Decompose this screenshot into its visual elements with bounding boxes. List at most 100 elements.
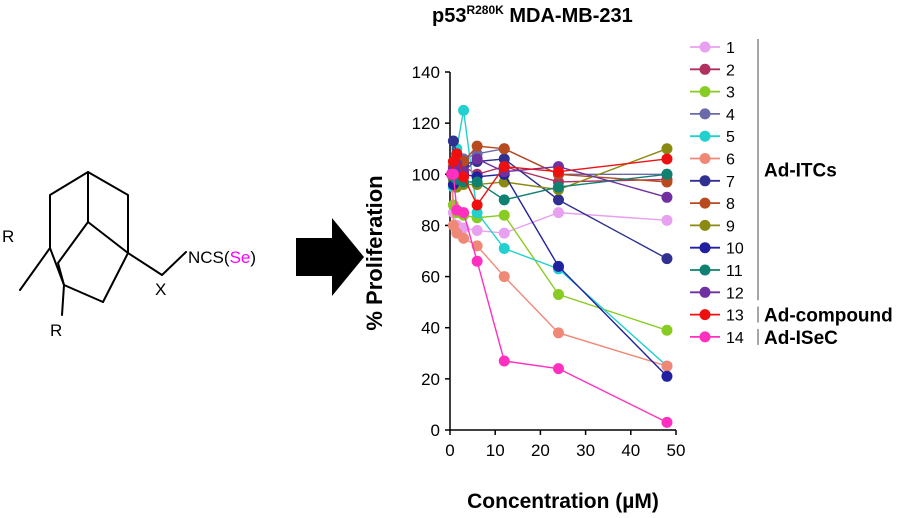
ncs-suffix: ) <box>250 248 256 267</box>
data-point-6 <box>661 360 673 372</box>
legend-label: 4 <box>726 107 735 124</box>
data-point-14 <box>552 363 564 375</box>
data-point-14 <box>458 207 470 219</box>
legend-label: 7 <box>726 174 735 191</box>
data-point-6 <box>458 232 470 244</box>
data-point-14 <box>471 255 483 267</box>
data-point-7 <box>498 153 510 165</box>
legend-entry-12: 12 <box>690 285 744 302</box>
data-point-9 <box>661 143 673 155</box>
data-point-13 <box>451 148 463 160</box>
data-point-11 <box>661 168 673 180</box>
data-point-7 <box>661 253 673 265</box>
legend-label: 2 <box>726 62 735 79</box>
functional-group: NCS(Se) <box>188 248 256 267</box>
data-point-11 <box>471 176 483 188</box>
legend-marker <box>699 108 711 120</box>
data-point-8 <box>661 176 673 188</box>
legend-label: 14 <box>726 330 744 347</box>
data-point-1 <box>661 214 673 226</box>
selenium-label: Se <box>230 248 251 267</box>
x-tick-label: 30 <box>576 441 595 460</box>
legend-label: 13 <box>726 308 744 325</box>
legend-label: 3 <box>726 85 735 102</box>
series-6 <box>446 168 673 372</box>
legend-marker <box>699 309 711 321</box>
legend-marker <box>699 242 711 254</box>
x-tick-label: 20 <box>531 441 550 460</box>
title-superscript: R280K <box>466 3 504 17</box>
data-point-10 <box>552 260 564 272</box>
data-point-14 <box>661 416 673 428</box>
x-tick-label: 0 <box>445 441 454 460</box>
group-label: Ad-ITCs <box>764 161 837 182</box>
data-point-6 <box>552 327 564 339</box>
legend-label: 12 <box>726 285 744 302</box>
legend-entry-8: 8 <box>690 196 735 213</box>
legend-marker <box>699 153 711 164</box>
series-line-14 <box>451 173 668 423</box>
data-point-3 <box>552 288 564 300</box>
series-layer <box>446 104 673 428</box>
legend-marker <box>699 130 711 142</box>
legend-entry-10: 10 <box>690 241 744 258</box>
legend-entry-1: 1 <box>690 40 735 57</box>
legend-label: 1 <box>726 40 735 57</box>
linker-x: X <box>155 280 166 299</box>
data-point-5 <box>458 104 470 116</box>
x-tick-label: 50 <box>667 441 686 460</box>
data-point-6 <box>498 271 510 283</box>
legend-marker <box>699 63 711 75</box>
data-point-13 <box>552 166 564 178</box>
legend-marker <box>699 286 711 298</box>
data-point-3 <box>661 324 673 336</box>
y-tick-label: 80 <box>421 216 440 235</box>
data-point-8 <box>471 140 483 152</box>
y-tick-label: 0 <box>431 421 440 440</box>
y-tick-label: 100 <box>412 165 440 184</box>
data-point-6 <box>471 240 483 252</box>
chart-axes: 0 20 40 60 80 100 120 140 0 10 20 30 40 50 <box>412 63 686 460</box>
legend-label: 8 <box>726 196 735 213</box>
legend-entry-7: 7 <box>690 174 735 191</box>
y-tick-label: 140 <box>412 63 440 82</box>
data-point-5 <box>498 242 510 254</box>
legend-marker <box>699 197 711 209</box>
data-point-12 <box>661 191 673 203</box>
legend-entry-9: 9 <box>690 218 735 235</box>
legend-label: 6 <box>726 152 735 169</box>
title-main: p53 <box>432 5 466 27</box>
chart-title: p53R280K MDA-MB-231 <box>432 3 633 27</box>
legend-entry-3: 3 <box>690 85 735 102</box>
data-point-13 <box>498 161 510 173</box>
legend-label: 9 <box>726 218 735 235</box>
substituent-r-lower: R <box>50 321 62 340</box>
group-label: Ad-ISeC <box>764 328 838 349</box>
data-point-13 <box>471 199 483 211</box>
legend-entry-5: 5 <box>690 129 735 146</box>
legend-marker <box>699 219 711 231</box>
data-point-7 <box>447 135 459 147</box>
legend-entry-13: 13 <box>690 308 744 325</box>
legend-marker <box>699 86 711 98</box>
y-axis-label: % Proliferation <box>362 175 387 330</box>
ncs-prefix: NCS( <box>188 248 230 267</box>
legend-entry-4: 4 <box>690 107 735 124</box>
reaction-arrow-icon <box>296 218 364 296</box>
adamantane-structure <box>19 171 187 316</box>
data-point-12 <box>471 153 483 165</box>
data-point-11 <box>498 194 510 206</box>
data-point-1 <box>498 227 510 239</box>
legend-marker <box>699 41 711 53</box>
group-label: Ad-compound <box>764 306 893 327</box>
data-point-8 <box>498 143 510 155</box>
legend-marker <box>699 331 711 343</box>
legend-entry-6: 6 <box>690 152 735 169</box>
data-point-5 <box>471 207 483 219</box>
y-tick-label: 40 <box>421 319 440 338</box>
y-tick-label: 20 <box>421 370 440 389</box>
title-cell-line: MDA-MB-231 <box>504 5 633 27</box>
